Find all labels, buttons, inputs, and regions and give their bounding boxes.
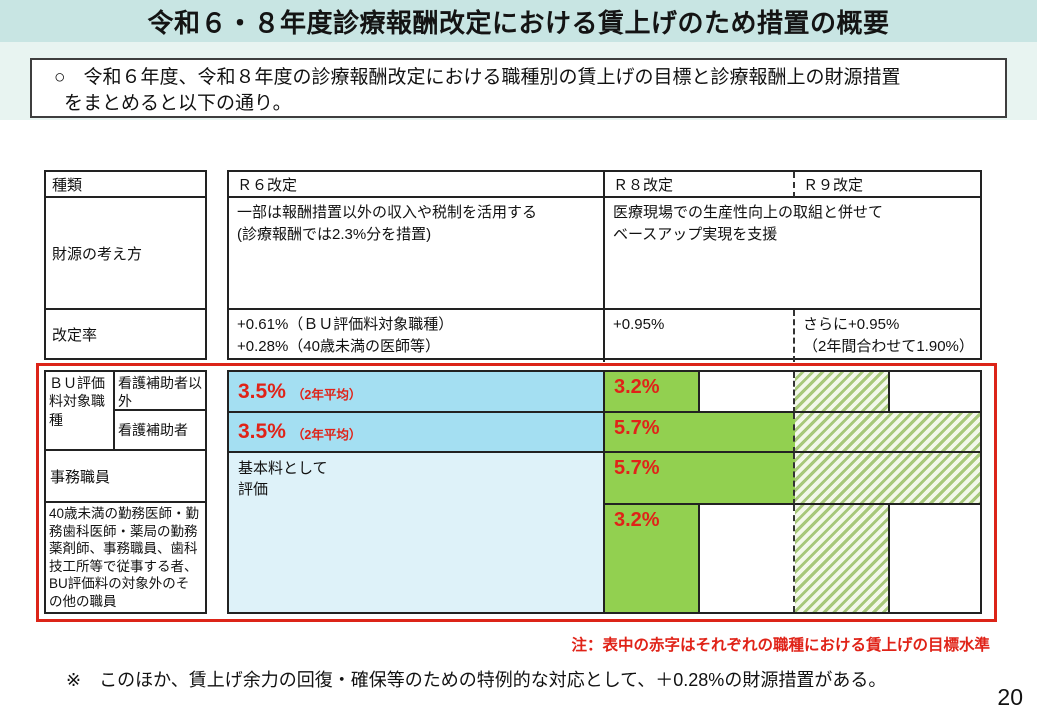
red-highlight-frame: [36, 363, 997, 622]
circle-bullet-icon: ○: [54, 67, 66, 88]
page-title: 令和６・８年度診療報酬改定における賃上げのため措置の概要: [0, 0, 1037, 42]
header-r9: Ｒ９改定: [795, 172, 980, 198]
header-r6: Ｒ６改定: [229, 172, 605, 198]
rate-r8-cell: +0.95%: [605, 310, 795, 362]
wage-value-grid: 3.5% （2年平均） 3.2% 3.5% （2年平均） 5.7% 基本料として…: [227, 370, 982, 614]
row4-r9-empty-cell: [890, 505, 980, 612]
intro-text-line2: をまとめると以下の通り。: [64, 93, 292, 115]
row3-r9-hatch-cell: [795, 453, 980, 505]
row1-r9-hatch-cell: [795, 372, 890, 413]
intro-box: ○ 令和６年度、令和８年度の診療報酬改定における職種別の賃上げの目標と診療報酬上…: [30, 58, 1007, 118]
footnote: ※ このほか、賃上げ余力の回復・確保等のための特例的な対応として、＋0.28%の…: [66, 670, 887, 690]
header-kind: 種類: [46, 172, 205, 198]
row4-r9-hatch-cell: [795, 505, 890, 612]
bu-group-label: ＢＵ評価料対象職種: [46, 372, 115, 449]
row1-r9-empty-cell: [890, 372, 980, 413]
row3-r8-cell: 5.7%: [605, 453, 795, 505]
row1-r8-empty-cell: [700, 372, 795, 413]
non-nursing-assistant-label: 看護補助者以外: [115, 372, 205, 411]
clerical-staff-label: 事務職員: [44, 449, 207, 503]
row34-r6-cell: 基本料として 評価: [229, 453, 605, 612]
row1-r6-note: （2年平均）: [291, 387, 362, 402]
row1-r6-cell: 3.5% （2年平均）: [229, 372, 605, 413]
row2-r9-hatch-cell: [795, 413, 980, 453]
intro-line-1: ○ 令和６年度、令和８年度の診療報酬改定における職種別の賃上げの目標と診療報酬上…: [54, 65, 997, 91]
bu-target-group: ＢＵ評価料対象職種 看護補助者以外 看護補助者: [44, 370, 207, 451]
row2-r6-value: 3.5%: [238, 420, 286, 443]
funding-r6-cell: 一部は報酬措置以外の収入や税制を活用する (診療報酬では2.3%分を措置): [229, 198, 605, 310]
red-note: 注：表中の赤字はそれぞれの職種における賃上げの目標水準: [571, 637, 990, 654]
rate-row-label: 改定率: [52, 326, 98, 344]
row4-r8-cell: 3.2%: [605, 505, 700, 612]
other-staff-label: 40歳未満の勤務医師・勤務歯科医師・薬局の勤務薬剤師、事務職員、歯科技工所等で従…: [44, 501, 207, 614]
intro-text-line1: 令和６年度、令和８年度の診療報酬改定における職種別の賃上げの目標と診療報酬上の財…: [83, 67, 901, 88]
row4-r8-empty-cell: [700, 505, 795, 612]
row2-r6-cell: 3.5% （2年平均）: [229, 413, 605, 453]
funding-row-label: 財源の考え方: [46, 198, 205, 310]
rate-r9-cell: さらに+0.95% （2年間合わせて1.90%）: [803, 316, 974, 355]
row1-r6-value: 3.5%: [238, 379, 286, 403]
header-r8: Ｒ８改定: [605, 172, 795, 198]
row1-r8-cell: 3.2%: [605, 372, 700, 413]
row2-r6-note: （2年平均）: [291, 428, 362, 442]
rate-r6-cell: +0.61%（ＢＵ評価料対象職種） +0.28%（40歳未満の医師等）: [229, 310, 605, 362]
table-label-column: 種類 財源の考え方 改定率: [44, 170, 207, 360]
page-number: 20: [997, 684, 1023, 710]
table-main: Ｒ６改定 Ｒ８改定 Ｒ９改定 一部は報酬措置以外の収入や税制を活用する (診療報…: [227, 170, 982, 362]
funding-r8r9-cell: 医療現場での生産性向上の取組と併せて ベースアップ実現を支援: [605, 198, 980, 310]
nursing-assistant-label: 看護補助者: [118, 421, 188, 438]
row2-r8-cell: 5.7%: [605, 413, 795, 453]
